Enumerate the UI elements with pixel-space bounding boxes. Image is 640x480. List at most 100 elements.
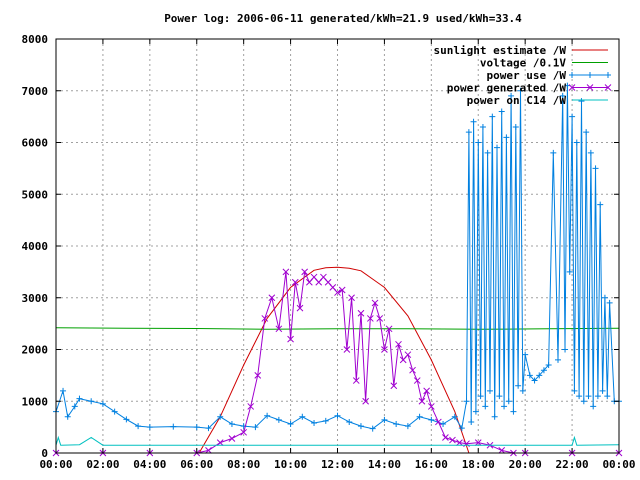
power-use-w-point [393,421,400,428]
power-generated-w-point [381,346,388,353]
power-use-w-point [531,377,538,384]
power-generated-w-point [362,397,370,405]
power-use-w-point [515,382,522,389]
power-use-w-point [540,367,547,374]
power-generated-w-point [228,435,236,442]
power-generated-w-point [376,315,384,322]
power-use-w-point [381,416,388,423]
legend-point [569,72,575,78]
power-generated-w-point [247,403,255,410]
power-use-w-point [311,419,318,426]
x-tick-label: 02:00 [86,458,119,471]
series-sunlight-estimate-w [198,266,470,454]
power-generated-w-point [418,397,426,405]
legend-item-power-on-c14-w: power on C14 /W [467,94,608,107]
power-generated-w-point [435,418,442,426]
x-tick-label: 20:00 [509,458,542,471]
power-use-w-point [482,403,489,410]
power-use-w-point [60,387,67,394]
power-use-w-point [475,139,482,146]
power-generated-w-point [390,382,398,390]
power-use-w-point [477,393,484,400]
power-use-w-point [526,372,533,379]
power-generated-w-point [268,294,276,302]
power-use-w-point [299,413,306,420]
x-tick-label: 18:00 [462,458,495,471]
power-generated-w-point [261,315,269,322]
power-generated-w-point [427,403,435,410]
power-use-w-point [486,387,493,394]
power-use-w-point [484,149,491,156]
power-use-w-point [88,398,95,405]
series-voltage-0-1v [55,327,620,330]
power-use-w-point [463,398,470,405]
power-use-w-point [566,268,573,275]
power-use-w-point [512,123,519,130]
power-use-w-point [536,372,543,379]
power-use-w-point [597,201,604,208]
power-generated-w-point [254,372,262,379]
legend-point [587,72,593,78]
power-use-w-point [590,403,597,410]
legend-label: power generated /W [447,82,567,95]
power-use-w-point [228,421,235,428]
power-use-w-point [498,108,505,115]
power-generated-w-point [205,447,212,454]
y-tick-label: 6000 [22,137,49,150]
power-generated-w-point [449,436,456,444]
power-use-w-point [522,351,529,358]
power-use-w-point [470,118,477,125]
power-use-w-point [275,416,282,423]
y-tick-label: 1000 [22,395,49,408]
power-use-w-point [583,129,590,136]
series-power-generated-w [52,268,623,457]
chart-title: Power log: 2006-06-11 generated/kWh=21.9… [164,12,522,25]
legend-item-power-generated-w: power generated /W [447,82,612,95]
power-generated-w-point [404,351,412,359]
power-use-w-point [428,416,435,423]
power-generated-w-point [498,447,506,454]
power-generated-w-point [423,387,430,395]
power-generated-w-point [296,304,304,312]
power-use-w-point [64,413,71,420]
power-use-w-point [501,403,508,410]
y-tick-label: 4000 [22,240,49,253]
power-generated-w-point [287,335,294,343]
legend-point [604,84,612,91]
legend-item-sunlight-estimate-w: sunlight estimate /W [434,44,608,57]
legend-point [605,72,611,78]
power-use-w-point [322,417,329,424]
series-line-power-use-w [55,85,619,430]
legend-point [586,84,594,91]
power-use-w-point [496,393,503,400]
power-use-w-point [550,149,557,156]
power-use-w-point [569,113,576,120]
power-use-w-point [404,423,411,430]
power-generated-w-point [282,268,290,276]
power-use-w-point [519,387,526,394]
y-tick-label: 0 [41,447,48,460]
power-generated-w-point [357,309,365,317]
power-use-w-point [193,424,200,431]
power-use-w-point [357,423,364,430]
x-tick-label: 04:00 [133,458,166,471]
power-use-w-point [146,424,153,431]
power-use-w-point [217,413,224,420]
power-use-w-point [585,393,592,400]
power-use-w-point [369,425,376,432]
power-use-w-point [465,129,472,136]
power-generated-w-point [385,325,393,333]
power-use-w-point [170,423,177,430]
power-generated-w-point [216,439,224,447]
power-generated-w-point [338,286,346,294]
power-use-w-point [123,416,130,423]
x-tick-label: 08:00 [227,458,260,471]
x-tick-label: 10:00 [274,458,307,471]
power-generated-w-point [474,439,482,447]
power-use-w-point [576,393,583,400]
power-use-w-point [491,413,498,420]
power-use-w-point [472,408,479,415]
power-use-w-point [587,149,594,156]
